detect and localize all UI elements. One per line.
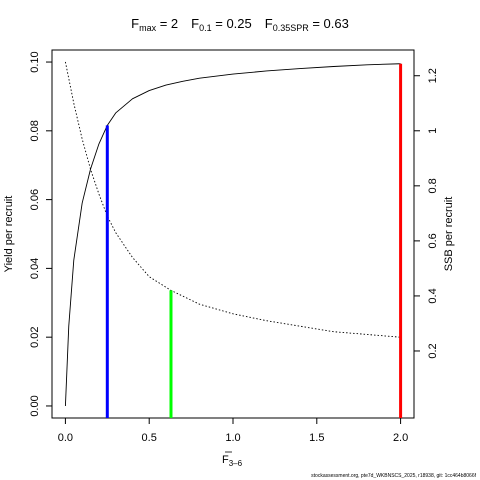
chart-marks <box>64 61 403 418</box>
chart-title: Fmax = 2 F0.1 = 0.25 F0.35SPR = 0.63 <box>131 16 349 33</box>
ssb-per-recruit-line <box>64 61 401 338</box>
y-right-tick-label: 0.6 <box>427 233 439 248</box>
y-right-tick-label: 1.2 <box>427 68 439 83</box>
y-left-tick-label: 0.04 <box>29 258 41 279</box>
x-axis-title: F3–6 <box>222 451 243 468</box>
x-tick-label: 2.0 <box>393 432 408 444</box>
x-tick-label: 1.0 <box>225 432 240 444</box>
y-left-tick-label: 0.06 <box>29 189 41 210</box>
y-left-tick-label: 0.08 <box>29 120 41 141</box>
y-right-tick-label: 0.4 <box>427 288 439 303</box>
x-tick-label: 0.5 <box>142 432 157 444</box>
y-axis-title-left: Yield per recruit <box>3 196 15 273</box>
y-axis-title-right: SSB per recruit <box>443 197 455 272</box>
x-axis-title-text: F3–6 <box>222 454 243 468</box>
y-left-tick-label: 0.10 <box>29 51 41 72</box>
y-right-tick-label: 0.8 <box>427 178 439 193</box>
footer-credit: stockassessment.org, pte7d_WKBNSCS_2025,… <box>311 473 476 479</box>
y-left-tick-label: 0.02 <box>29 326 41 347</box>
x-tick-label: 0.0 <box>58 432 73 444</box>
x-tick-label: 1.5 <box>309 432 324 444</box>
chart-axes: 0.0 0.5 1.0 1.5 2.0 0.00 0.02 0.04 0.06 0.08 0.10 0… <box>29 51 439 444</box>
y-left-tick-label: 0.00 <box>29 395 41 416</box>
y-right-tick-label: 0.2 <box>427 343 439 358</box>
yield-per-recruit-line <box>64 63 401 406</box>
chart-title-text: Fmax = 2 F0.1 = 0.25 F0.35SPR = 0.63 <box>131 16 349 33</box>
y-right-tick-label: 1 <box>427 128 439 134</box>
